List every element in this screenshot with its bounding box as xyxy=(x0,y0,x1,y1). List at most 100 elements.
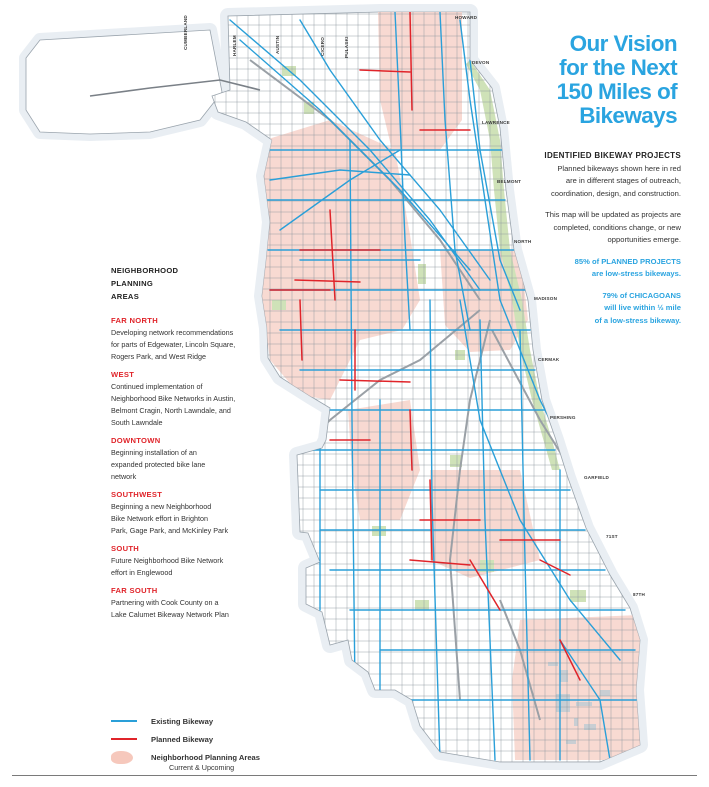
existing-bikeway-segment xyxy=(349,139,356,691)
area-text: Belmont Cragin, North Lawndale, and xyxy=(111,406,231,415)
area-text: expanded protected bike lane xyxy=(111,460,206,469)
stat-chicagoans: will live within ½ mile xyxy=(604,303,681,312)
areas-heading: AREAS xyxy=(111,292,140,301)
existing-bikeway-segment xyxy=(459,299,621,661)
planned-bikeways xyxy=(269,12,581,681)
projects-text: coordination, design, and construction. xyxy=(550,188,681,198)
legend-existing: Existing Bikeway xyxy=(111,712,260,730)
title-line: for the Next xyxy=(559,55,677,80)
area-text: Partnering with Cook County on a xyxy=(111,598,219,607)
airport-road xyxy=(89,79,261,97)
page-title: Our Vision for the Next 150 Miles of Bik… xyxy=(477,31,678,128)
planned-bikeway-segment xyxy=(559,639,581,681)
planned-bikeway-segment xyxy=(429,479,433,561)
street-label-cicero: CICERO xyxy=(320,37,325,56)
area-text: Beginning a new Neighborhood xyxy=(111,502,212,511)
projects-info: IDENTIFIED BIKEWAY PROJECTS Planned bike… xyxy=(491,150,681,327)
legend-planned-label: Planned Bikeway xyxy=(151,734,214,744)
area-text: Park, Gage Park, and McKinley Park xyxy=(111,526,229,535)
area-text: Neighborhood Bike Networks in Austin, xyxy=(111,394,236,403)
planned-bikeway-segment xyxy=(409,559,471,566)
title-line: 150 Miles of xyxy=(556,79,678,104)
projects-text: opportunities emerge. xyxy=(607,235,681,244)
existing-bikeway-segment xyxy=(279,149,401,231)
area-text: Beginning installation of an xyxy=(111,448,197,457)
area-text: South Lawndale xyxy=(111,418,163,427)
street-label-howard: HOWARD xyxy=(455,15,478,20)
legend-areas-sublabel: Current & Upcoming xyxy=(169,763,235,772)
area-far-north-heading: FAR NORTH xyxy=(111,316,158,325)
street-label-garfield: GARFIELD xyxy=(584,475,610,480)
existing-bikeway-segment xyxy=(519,329,531,761)
stat-planned: 85% of PLANNED PROJECTS xyxy=(574,256,681,266)
street-label-cumberland: CUMBERLAND xyxy=(183,15,188,50)
street-label-austin: AUSTIN xyxy=(275,35,280,54)
area-text: effort in Englewood xyxy=(111,568,173,577)
stat-chicagoans: 79% of CHICAGOANS xyxy=(602,290,681,300)
projects-text: Planned bikeways shown here in red xyxy=(557,163,681,173)
area-text: Rogers Park, and West Ridge xyxy=(111,352,206,361)
area-text: Future Neighborhood Bike Network xyxy=(111,556,224,565)
existing-bikeway-segment xyxy=(269,169,411,181)
bottom-rule xyxy=(12,775,697,776)
street-label-north: NORTH xyxy=(514,239,532,244)
street-label-pershing: PERSHING xyxy=(550,415,576,420)
street-labels: HOWARD DEVON LAWRENCE BELMONT NORTH MADI… xyxy=(183,15,646,597)
areas-heading: NEIGHBORHOOD xyxy=(111,266,179,275)
street-label-harlem: HARLEM xyxy=(232,35,237,56)
area-south-heading: SOUTH xyxy=(111,544,140,553)
projects-heading: IDENTIFIED BIKEWAY PROJECTS xyxy=(544,151,681,160)
area-text: Developing network recommendations xyxy=(111,328,234,337)
planning-areas-panel: NEIGHBORHOOD PLANNING AREAS FAR NORTH De… xyxy=(111,264,271,621)
planned-bikeway-segment xyxy=(299,299,303,361)
street-label-madison: MADISON xyxy=(534,296,558,301)
planned-bikeway-segment xyxy=(539,559,571,576)
existing-bikeway-segment xyxy=(469,59,521,311)
street-label-belmont: BELMONT xyxy=(497,179,521,184)
street-label-71st: 71ST xyxy=(606,534,618,539)
area-downtown-heading: DOWNTOWN xyxy=(111,436,161,445)
existing-bikeway-segment xyxy=(394,12,411,331)
street-label-devon: DEVON xyxy=(472,60,490,65)
planned-bikeway-segment xyxy=(409,12,413,111)
projects-text: This map will be updated as projects are xyxy=(545,210,681,219)
planned-bikeway-segment xyxy=(294,279,361,283)
area-text: network xyxy=(111,472,137,481)
legend-areas-label: Neighborhood Planning Areas xyxy=(151,752,260,762)
areas-heading: PLANNING xyxy=(111,279,154,288)
stat-chicagoans: of a low-stress bikeway. xyxy=(594,315,681,325)
legend-planned: Planned Bikeway xyxy=(111,730,260,748)
existing-bikeway-segment xyxy=(299,19,491,281)
area-text: Bike Network effort in Brighton xyxy=(111,514,208,523)
legend-areas-swatch xyxy=(111,750,133,764)
ohare-area xyxy=(25,29,223,135)
area-southwest-heading: SOUTHWEST xyxy=(111,490,163,499)
street-label-cermak: CERMAK xyxy=(538,357,560,362)
area-far-south-heading: FAR SOUTH xyxy=(111,586,158,595)
title-line: Bikeways xyxy=(579,103,677,128)
planned-bikeway-segment xyxy=(339,379,411,383)
existing-bikeway-segment xyxy=(479,319,496,761)
projects-text: are in different stages of outreach, xyxy=(565,176,681,185)
legend-existing-label: Existing Bikeway xyxy=(151,716,214,726)
title-line: Our Vision xyxy=(569,31,678,56)
planned-bikeway-segment xyxy=(359,69,411,73)
stat-planned: are low-stress bikeways. xyxy=(591,269,681,278)
map-legend: Existing Bikeway Planned Bikeway Neighbo… xyxy=(111,712,260,772)
street-label-lawrence: LAWRENCE xyxy=(482,120,510,125)
area-text: Continued implementation of xyxy=(111,382,203,391)
street-label-pulaski: PULASKI xyxy=(344,36,349,58)
legend-areas: Neighborhood Planning Areas xyxy=(111,748,260,766)
existing-bikeway-segment xyxy=(559,639,611,761)
projects-text: completed, conditions change, or new xyxy=(553,222,682,232)
legend-existing-swatch xyxy=(111,719,137,723)
legend-planned-swatch xyxy=(111,737,137,741)
existing-bikeways xyxy=(229,12,640,761)
street-label-87th: 87TH xyxy=(633,592,646,597)
existing-bikeway-segment xyxy=(429,299,441,761)
area-west-heading: WEST xyxy=(111,370,135,379)
planned-bikeway-segment xyxy=(409,409,413,471)
planned-bikeway-segment xyxy=(469,559,501,611)
area-text: for parts of Edgewater, Lincoln Square, xyxy=(111,340,236,349)
